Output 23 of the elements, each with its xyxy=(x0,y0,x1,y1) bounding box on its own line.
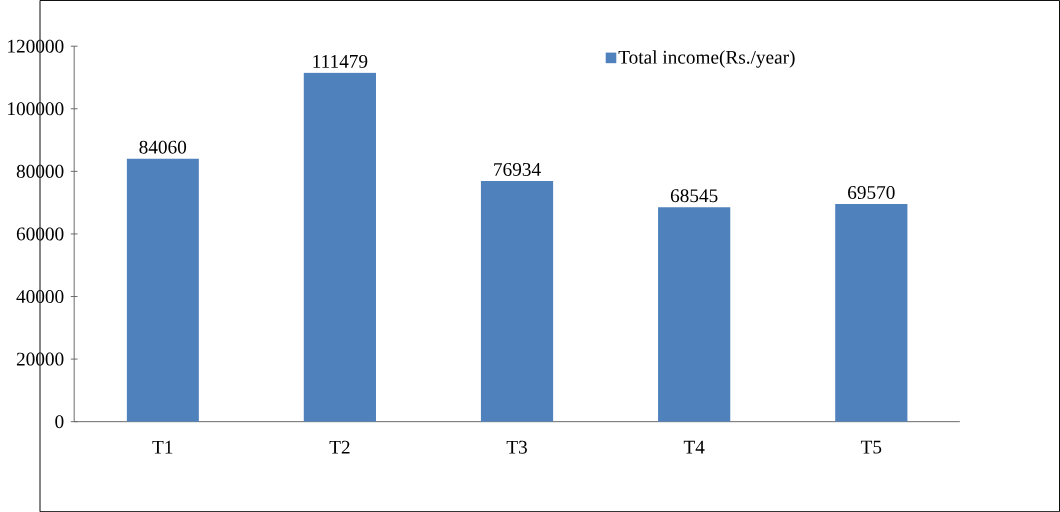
x-tick-label: T4 xyxy=(683,440,705,454)
bar xyxy=(658,207,731,422)
y-tick-label: 60000 xyxy=(16,227,64,241)
y-tick-label: 120000 xyxy=(8,39,64,53)
y-tick-label: 40000 xyxy=(16,289,64,303)
data-label: 111479 xyxy=(313,54,368,68)
legend-label: Total income(Rs./year) xyxy=(618,50,795,68)
bar xyxy=(303,72,376,422)
bar xyxy=(480,180,554,422)
y-tick-label: 0 xyxy=(55,415,64,429)
y-tick-label: 100000 xyxy=(8,102,64,116)
data-label: 69570 xyxy=(848,185,895,199)
data-label: 68545 xyxy=(670,189,718,203)
y-tick-label: 80000 xyxy=(16,164,64,178)
x-tick-label: T5 xyxy=(860,440,882,454)
x-tick-label: T2 xyxy=(329,440,350,454)
data-label: 76934 xyxy=(494,162,541,176)
x-tick-label: T3 xyxy=(506,440,527,454)
bar xyxy=(835,203,908,422)
y-tick-label: 20000 xyxy=(16,352,64,366)
x-tick-label: T1 xyxy=(152,440,173,454)
bar xyxy=(126,158,199,422)
data-label: 84060 xyxy=(139,140,187,154)
